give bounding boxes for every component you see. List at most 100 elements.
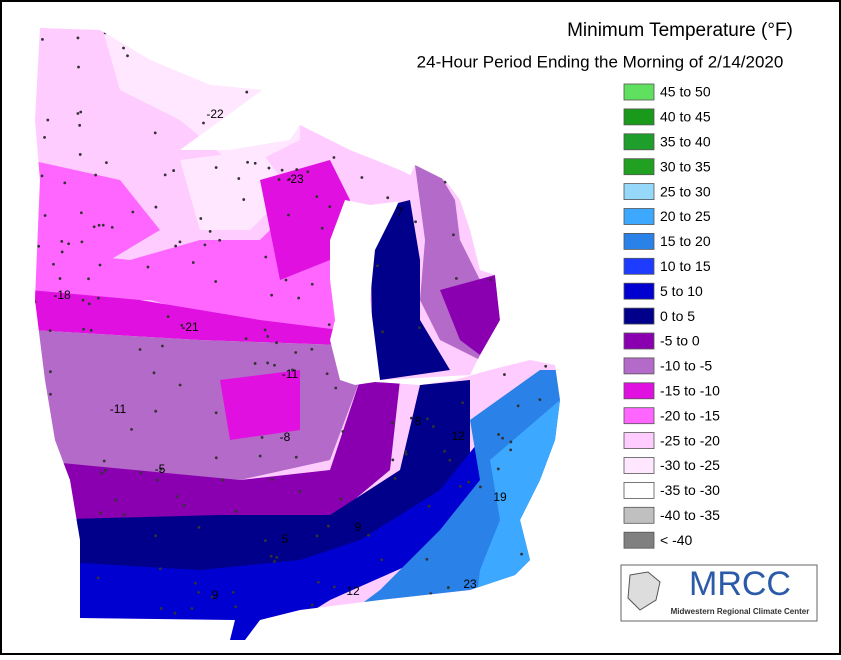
- station-dot: [48, 329, 52, 333]
- station-dot: [360, 176, 364, 179]
- station-dot: [404, 452, 408, 456]
- legend-label: 45 to 50: [660, 84, 711, 100]
- station-dot: [452, 233, 455, 237]
- legend-swatch: [623, 357, 655, 375]
- station-dot: [122, 46, 125, 50]
- station-dot: [381, 330, 384, 334]
- legend-swatch: [623, 481, 655, 499]
- station-dot: [520, 552, 523, 556]
- station-dot: [327, 323, 331, 327]
- station-dot: [214, 166, 218, 169]
- legend-label: 20 to 25: [660, 208, 711, 224]
- station-dot: [297, 296, 301, 300]
- station-dot: [180, 323, 184, 327]
- legend-swatch: [623, 232, 655, 250]
- map-value-label: -8: [280, 430, 291, 444]
- legend-label: -35 to -30: [660, 482, 720, 498]
- legend-swatch: [623, 257, 655, 275]
- station-dot: [97, 296, 100, 300]
- station-dot: [41, 37, 44, 41]
- station-dot: [496, 467, 500, 471]
- legend-swatch: [623, 432, 655, 450]
- station-dot: [161, 344, 164, 348]
- station-dot: [159, 607, 163, 610]
- station-dot: [175, 495, 179, 498]
- station-dot: [79, 211, 83, 215]
- station-dot: [270, 293, 274, 297]
- station-dot: [266, 361, 270, 365]
- station-dot: [78, 123, 82, 127]
- station-dot: [367, 533, 370, 537]
- station-dot: [166, 315, 170, 318]
- station-dot: [43, 214, 47, 217]
- legend-label: 15 to 20: [660, 233, 711, 249]
- logo-subtitle: Midwestern Regional Climate Center: [671, 607, 810, 616]
- station-dot: [288, 177, 291, 181]
- station-dot: [77, 65, 80, 69]
- station-dot: [280, 168, 284, 172]
- station-dot: [425, 557, 429, 561]
- station-dot: [80, 240, 84, 244]
- station-dot: [332, 156, 336, 159]
- map-value-label: -11: [282, 367, 299, 381]
- legend-swatch: [623, 208, 655, 225]
- map-value-label: 7: [397, 205, 404, 219]
- station-dot: [193, 581, 197, 585]
- station-dot: [277, 178, 281, 181]
- legend-label: 35 to 40: [660, 134, 711, 150]
- station-dot: [76, 36, 80, 40]
- station-dot: [260, 435, 264, 439]
- map-title: Minimum Temperature (°F): [567, 20, 793, 41]
- station-dot: [154, 205, 158, 209]
- station-dot: [208, 229, 212, 233]
- station-dot: [432, 425, 435, 428]
- map-value-label: 12: [346, 584, 360, 598]
- station-dot: [410, 416, 413, 420]
- station-dot: [315, 534, 319, 538]
- station-dot: [380, 558, 384, 562]
- station-dot: [76, 112, 80, 115]
- station-dot: [234, 509, 238, 513]
- map-labels: -22 -23 7 -18 -21 -11 -11 -8 8 12 -5 19 5 9 9 12 23: [53, 107, 507, 602]
- station-dot: [122, 513, 126, 516]
- station-dot: [37, 244, 41, 248]
- station-dot: [448, 458, 452, 462]
- station-dot: [391, 458, 395, 462]
- station-dot: [393, 477, 397, 480]
- station-dot: [414, 220, 417, 224]
- legend-label: -40 to -35: [660, 507, 720, 523]
- station-dot: [60, 250, 64, 254]
- legend-swatch: [623, 332, 655, 350]
- station-dot: [52, 262, 55, 266]
- station-dot: [287, 213, 290, 217]
- station-dot: [146, 265, 150, 269]
- station-dot: [253, 161, 257, 165]
- logo-title: MRCC: [689, 565, 791, 603]
- station-dot: [67, 242, 71, 246]
- station-dot: [427, 504, 431, 508]
- station-dot: [544, 364, 548, 368]
- station-dot: [172, 169, 176, 172]
- station-dot: [267, 166, 271, 170]
- station-dot: [92, 225, 96, 229]
- temperature-field: [35, 28, 560, 640]
- legend-swatch: [623, 282, 655, 300]
- station-dot: [386, 196, 390, 200]
- station-dot: [446, 586, 450, 589]
- station-dot: [178, 383, 182, 387]
- legend-swatch: [623, 133, 655, 151]
- station-dot: [49, 370, 52, 374]
- station-dot: [203, 243, 207, 247]
- station-dot: [244, 337, 248, 341]
- station-dot: [46, 118, 50, 122]
- station-dot: [497, 433, 500, 436]
- station-dot: [99, 511, 103, 515]
- station-dot: [102, 459, 106, 463]
- station-dot: [158, 567, 162, 571]
- legend-label: -5 to 0: [660, 333, 700, 349]
- legend-label: 30 to 35: [660, 158, 711, 174]
- station-dot: [98, 263, 102, 267]
- station-dot: [501, 436, 505, 440]
- station-dot: [458, 484, 462, 488]
- legend-swatch: [623, 506, 655, 524]
